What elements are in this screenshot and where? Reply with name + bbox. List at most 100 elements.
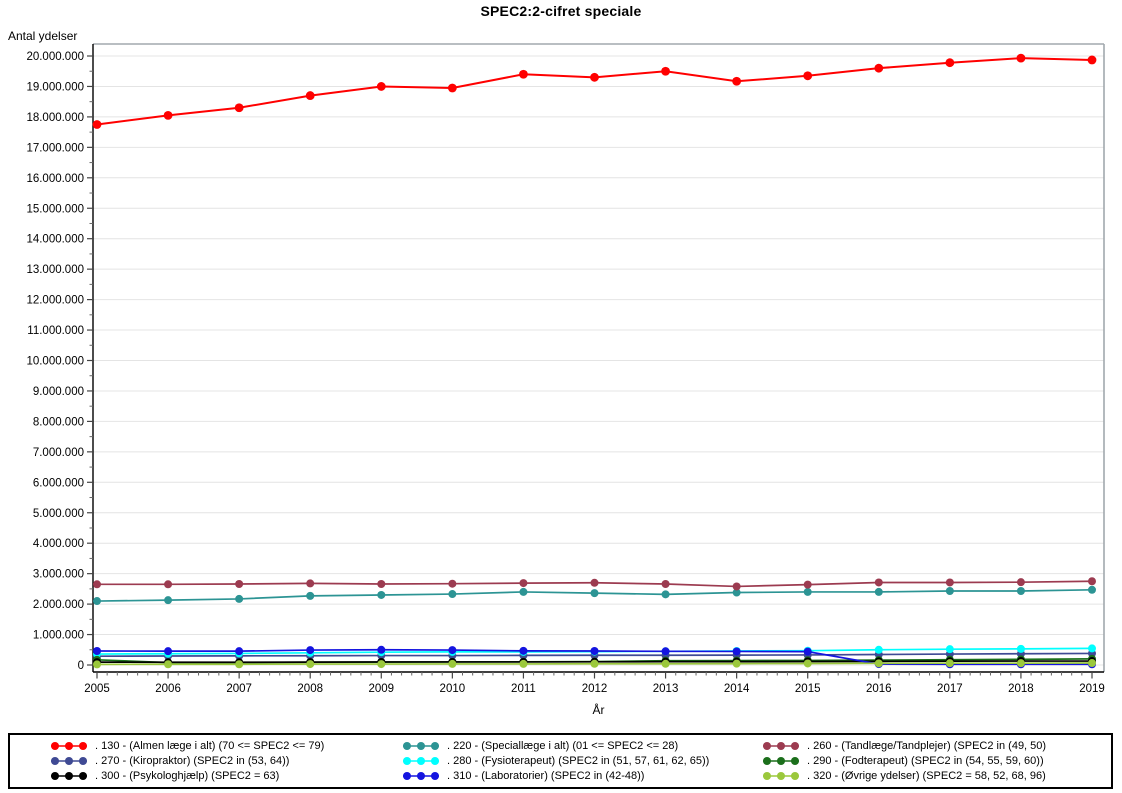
data-point-260-2012 xyxy=(590,578,599,587)
data-point-260-2009 xyxy=(377,580,386,589)
data-point-260-2015 xyxy=(803,580,812,589)
data-point-320-2006 xyxy=(164,660,173,669)
plot-area: 0 1.000.000 2.000.000 3.000.000 4.000.000 5.0… xyxy=(26,43,1105,695)
data-point-320-2008 xyxy=(306,660,315,669)
data-point-310-2006 xyxy=(164,647,173,656)
legend-item-290: . 290 - (Fodterapeut) (SPEC2 in (54, 55,… xyxy=(762,754,1111,768)
series-line-130 xyxy=(96,57,1093,126)
legend-label: . 290 - (Fodterapeut) (SPEC2 in (54, 55,… xyxy=(807,755,1044,767)
data-point-220-2006 xyxy=(164,596,173,605)
legend-item-300: . 300 - (Psykologhjælp) (SPEC2 = 63) xyxy=(50,769,402,783)
legend-marker-icon xyxy=(403,742,439,750)
data-point-220-2017 xyxy=(945,587,954,596)
y-tick-label: 6.000.000 xyxy=(33,477,84,489)
y-tick-label: 18.000.000 xyxy=(26,112,84,124)
legend-marker-icon xyxy=(763,757,799,765)
legend-label: . 280 - (Fysioterapeut) (SPEC2 in (51, 5… xyxy=(447,755,710,767)
legend-label: . 130 - (Almen læge i alt) (70 <= SPEC2 … xyxy=(95,740,325,752)
data-point-260-2017 xyxy=(945,578,954,587)
data-point-130-2016 xyxy=(874,63,884,73)
data-point-310-2012 xyxy=(590,646,599,655)
data-point-310-2010 xyxy=(448,646,457,655)
y-tick-label: 11.000.000 xyxy=(27,325,84,337)
data-point-310-2015 xyxy=(803,647,812,656)
data-point-220-2019 xyxy=(1088,585,1096,594)
legend-label: . 220 - (Speciallæge i alt) (01 <= SPEC2… xyxy=(447,740,679,752)
legend-marker-icon xyxy=(51,742,87,750)
y-tick-label: 8.000.000 xyxy=(33,416,84,428)
data-point-320-2015 xyxy=(803,659,812,668)
data-point-260-2013 xyxy=(661,580,670,589)
data-point-260-2019 xyxy=(1088,577,1096,586)
legend-marker-icon xyxy=(51,757,87,765)
legend-marker-icon xyxy=(763,742,799,750)
legend-item-280: . 280 - (Fysioterapeut) (SPEC2 in (51, 5… xyxy=(402,754,762,768)
data-point-220-2012 xyxy=(590,589,599,598)
data-point-220-2011 xyxy=(519,587,528,596)
y-tick-label: 16.000.000 xyxy=(26,173,84,185)
data-point-310-2013 xyxy=(661,647,670,656)
series-320 xyxy=(93,659,1096,669)
y-tick-label: 15.000.000 xyxy=(26,203,84,215)
data-point-260-2016 xyxy=(874,578,883,587)
data-point-320-2010 xyxy=(448,659,457,668)
data-point-260-2011 xyxy=(519,579,528,588)
x-tick-label: 2008 xyxy=(297,683,323,695)
y-tick-label: 17.000.000 xyxy=(26,142,84,154)
data-point-130-2019 xyxy=(1087,55,1097,65)
data-point-130-2010 xyxy=(447,83,457,93)
data-point-130-2012 xyxy=(590,72,599,82)
legend-marker-icon xyxy=(403,772,439,780)
data-point-280-2019 xyxy=(1088,644,1096,653)
data-point-220-2016 xyxy=(874,587,883,596)
x-tick-label: 2019 xyxy=(1079,683,1105,695)
legend-marker-icon xyxy=(403,757,439,765)
data-point-220-2009 xyxy=(377,590,386,599)
data-point-320-2017 xyxy=(945,659,954,668)
legend-label: . 310 - (Laboratorier) (SPEC2 in (42-48)… xyxy=(447,770,645,782)
legend-label: . 260 - (Tandlæge/Tandplejer) (SPEC2 in … xyxy=(807,740,1047,752)
data-point-130-2015 xyxy=(803,71,813,81)
x-tick-label: 2014 xyxy=(724,683,750,695)
x-tick-label: 2011 xyxy=(511,683,536,695)
data-point-260-2005 xyxy=(93,580,101,589)
data-point-130-2017 xyxy=(945,58,955,68)
data-point-320-2019 xyxy=(1088,659,1096,668)
data-point-320-2016 xyxy=(874,659,883,668)
x-tick-label: 2015 xyxy=(795,683,821,695)
y-tick-label: 1.000.000 xyxy=(33,630,84,642)
legend-item-260: . 260 - (Tandlæge/Tandplejer) (SPEC2 in … xyxy=(762,739,1111,753)
y-axis-title: Antal ydelser xyxy=(8,29,78,43)
data-point-220-2010 xyxy=(448,590,457,599)
y-tick-label: 5.000.000 xyxy=(33,508,84,520)
data-point-310-2011 xyxy=(519,646,528,655)
data-point-260-2007 xyxy=(235,580,244,589)
legend-label: . 320 - (Øvrige ydelser) (SPEC2 = 58, 52… xyxy=(807,770,1046,782)
x-tick-label: 2007 xyxy=(226,683,252,695)
data-point-320-2005 xyxy=(93,660,101,669)
data-point-130-2006 xyxy=(163,110,173,120)
y-tick-label: 4.000.000 xyxy=(33,538,84,550)
data-point-320-2011 xyxy=(519,659,528,668)
legend-item-310: . 310 - (Laboratorier) (SPEC2 in (42-48)… xyxy=(402,769,762,783)
series-260 xyxy=(93,577,1096,591)
data-point-310-2007 xyxy=(235,647,244,656)
legend-marker-icon xyxy=(51,772,87,780)
data-point-130-2007 xyxy=(234,103,244,113)
data-point-320-2013 xyxy=(661,659,670,668)
legend-label: . 270 - (Kiropraktor) (SPEC2 in (53, 64)… xyxy=(95,755,290,767)
x-tick-label: 2013 xyxy=(653,683,679,695)
legend-item-220: . 220 - (Speciallæge i alt) (01 <= SPEC2… xyxy=(402,739,762,753)
y-tick-label: 9.000.000 xyxy=(33,386,84,398)
legend-item-320: . 320 - (Øvrige ydelser) (SPEC2 = 58, 52… xyxy=(762,769,1111,783)
x-tick-label: 2012 xyxy=(582,683,608,695)
data-point-220-2014 xyxy=(732,588,741,597)
data-point-310-2008 xyxy=(306,646,315,655)
y-axis-ticks: 0 1.000.000 2.000.000 3.000.000 4.000.000 5.0… xyxy=(26,51,93,672)
data-point-310-2014 xyxy=(732,647,741,656)
x-tick-label: 2010 xyxy=(440,683,466,695)
data-point-260-2006 xyxy=(164,580,173,589)
y-tick-label: 3.000.000 xyxy=(33,569,84,581)
y-tick-label: 2.000.000 xyxy=(33,599,84,611)
data-point-280-2017 xyxy=(945,645,954,654)
